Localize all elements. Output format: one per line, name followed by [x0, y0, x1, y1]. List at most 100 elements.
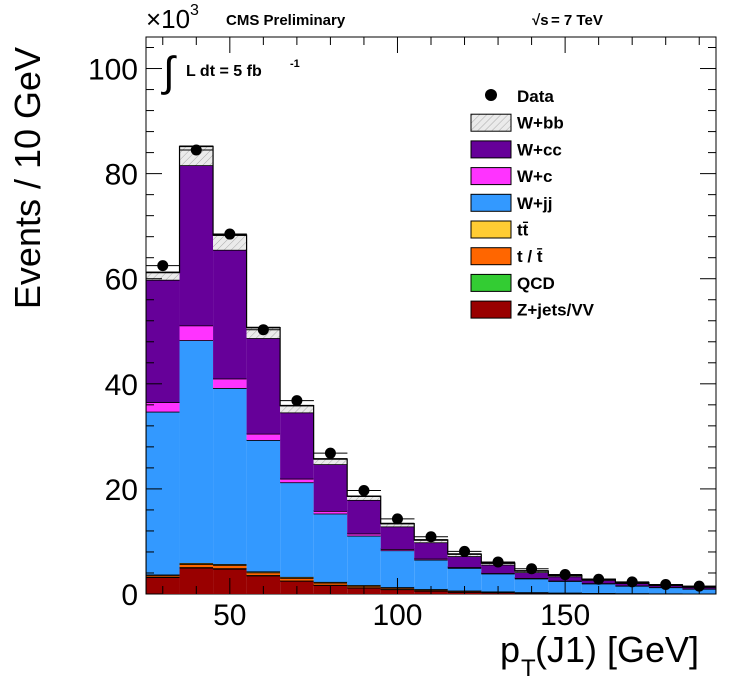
- data-point: [593, 573, 605, 585]
- bin-w-c: [179, 325, 214, 341]
- bin-w-c: [213, 378, 247, 389]
- y-tick-label: 40: [105, 369, 138, 402]
- legend-label: W+c: [517, 167, 552, 186]
- bin-w-c: [313, 510, 348, 514]
- stacked-bins: [146, 145, 716, 594]
- bin-w-jj: [481, 573, 515, 592]
- bin-w-jj: [280, 482, 314, 577]
- data-point: [526, 563, 538, 575]
- bin-w-c: [246, 433, 281, 441]
- x-axis-title: p T (J1) [GeV]: [500, 629, 699, 682]
- bin-w-cc: [347, 499, 381, 534]
- bin-w-c: [347, 533, 381, 536]
- bin-w-cc: [414, 542, 448, 559]
- legend-swatch-w-cc: [470, 140, 512, 159]
- bin-w-cc: [481, 564, 515, 574]
- bin-w-jj: [447, 567, 482, 591]
- bin-t-t: [280, 577, 314, 581]
- y-tick-label: 100: [88, 54, 138, 87]
- data-point: [391, 513, 403, 525]
- y-axis-title: Events / 10 GeV: [7, 47, 48, 309]
- legend-swatch-w-bb: [470, 113, 512, 132]
- lumi-power: -1: [290, 58, 300, 70]
- data-point: [358, 484, 370, 496]
- x-tick-label: 50: [213, 599, 246, 632]
- bin-w-cc: [380, 526, 415, 550]
- legend-swatch-w-c: [470, 167, 512, 186]
- legend-label: QCD: [517, 274, 555, 293]
- data-points: [145, 144, 717, 592]
- legend-label: W+jj: [517, 194, 552, 213]
- y-tick-label: 0: [121, 579, 138, 612]
- bin-w-jj: [313, 513, 348, 582]
- lumi-label: L dt = 5 fb: [186, 63, 262, 80]
- legend-label: Z+jets/VV: [517, 301, 595, 320]
- data-point: [190, 144, 202, 156]
- x-axis-title-main: p: [500, 629, 520, 670]
- x-axis-title-rest: (J1) [GeV]: [535, 629, 699, 670]
- bin-w-cc: [280, 412, 314, 479]
- bin-w-bb: [347, 496, 381, 500]
- y-tick-label: 60: [105, 264, 138, 297]
- legend-swatch-w-jj: [470, 193, 512, 212]
- bin-w-jj: [347, 535, 381, 586]
- data-point: [459, 545, 471, 557]
- data-point: [559, 569, 571, 581]
- bin-w-bb: [146, 272, 180, 280]
- legend-entry-w-bb: W+bb: [470, 113, 564, 133]
- legend: Data W+bb W+cc W+c W+jj tt̄ t / t̄ QCD Z+jets/VV: [470, 87, 595, 320]
- exponent-base: ×10: [146, 4, 190, 34]
- bin-w-cc: [179, 165, 214, 326]
- data-point: [157, 260, 169, 272]
- bin-t-t: [179, 564, 214, 568]
- legend-entry-w-c: W+c: [470, 167, 552, 186]
- bin-w-jj: [514, 578, 549, 593]
- bin-t-t: [213, 565, 247, 569]
- bin-t-t: [246, 572, 281, 576]
- data-point: [660, 579, 672, 591]
- legend-entry-data: Data: [485, 87, 554, 106]
- legend-label: tt̄: [517, 221, 529, 240]
- data-point: [425, 531, 437, 543]
- bin-w-cc: [213, 249, 247, 379]
- x-axis-title-sub: T: [521, 655, 536, 682]
- y-tick-label: 80: [105, 159, 138, 192]
- data-point: [324, 447, 336, 459]
- bin-w-bb: [179, 146, 214, 166]
- data-point: [257, 324, 269, 336]
- legend-entry-tt: tt̄: [470, 220, 529, 240]
- energy-label: = 7 TeV: [551, 12, 603, 29]
- bin-w-bb: [380, 523, 415, 527]
- axes: 0 20 40 60 80 100 50 100 150: [88, 37, 716, 632]
- bin-z-jets-vv: [246, 575, 281, 594]
- y-tick-label: 20: [105, 474, 138, 507]
- legend-label: W+bb: [517, 114, 564, 133]
- bin-t-t: [313, 582, 348, 585]
- bin-w-cc: [447, 556, 482, 568]
- data-point: [626, 576, 638, 588]
- bin-w-bb: [213, 235, 247, 250]
- bin-w-bb: [280, 405, 314, 413]
- bin-z-jets-vv: [146, 577, 180, 594]
- legend-swatch-z-jets-vv: [470, 300, 512, 319]
- exponent-power: 3: [190, 2, 199, 19]
- bin-w-cc: [313, 464, 348, 511]
- legend-marker-data: [485, 89, 497, 101]
- bin-w-jj: [146, 411, 180, 575]
- bin-w-jj: [179, 340, 214, 563]
- bin-w-bb: [313, 458, 348, 465]
- legend-swatch-t-t: [470, 247, 512, 266]
- x-tick-label: 150: [540, 599, 590, 632]
- legend-entry-w-cc: W+cc: [470, 140, 562, 159]
- experiment-label: CMS Preliminary: [226, 12, 346, 29]
- energy-sqrt: √s: [532, 12, 549, 29]
- data-point: [291, 395, 303, 407]
- bin-w-cc: [246, 338, 281, 434]
- x-tick-label: 100: [372, 599, 422, 632]
- bin-w-cc: [514, 572, 549, 579]
- legend-entry-t-t: t / t̄: [470, 247, 543, 266]
- legend-entry-w-jj: W+jj: [470, 193, 552, 213]
- legend-label: Data: [517, 87, 554, 106]
- bin-w-jj: [414, 559, 448, 590]
